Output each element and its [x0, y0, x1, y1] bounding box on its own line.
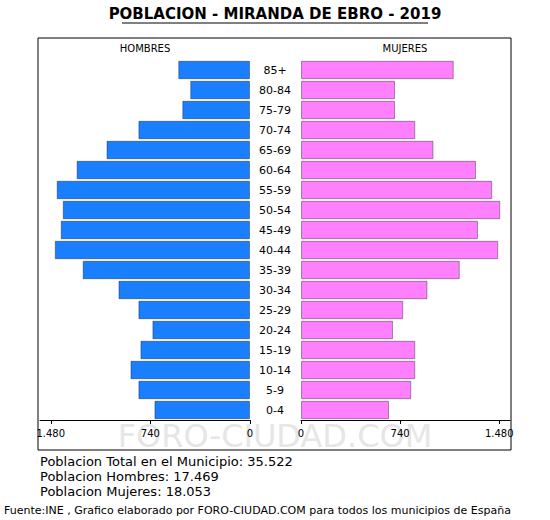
svg-text:740: 740	[141, 428, 160, 439]
svg-text:70-74: 70-74	[259, 124, 291, 137]
svg-text:FORO-CIUDAD.COM: FORO-CIUDAD.COM	[118, 417, 433, 455]
svg-text:30-34: 30-34	[259, 284, 291, 297]
svg-text:0-4: 0-4	[266, 404, 284, 417]
svg-text:740: 740	[391, 428, 410, 439]
svg-text:Poblacion Mujeres: 18.053: Poblacion Mujeres: 18.053	[40, 484, 211, 499]
svg-text:50-54: 50-54	[259, 204, 291, 217]
svg-text:1.480: 1.480	[485, 428, 514, 439]
svg-text:45-49: 45-49	[259, 224, 291, 237]
svg-text:Poblacion Total en el Municipi: Poblacion Total en el Municipio: 35.522	[40, 454, 293, 469]
svg-text:Poblacion Hombres: 17.469: Poblacion Hombres: 17.469	[40, 469, 219, 484]
svg-text:80-84: 80-84	[259, 84, 291, 97]
svg-text:Fuente:INE , Grafico elaborado: Fuente:INE , Grafico elaborado por FORO-…	[4, 504, 511, 517]
svg-text:1.480: 1.480	[36, 428, 65, 439]
svg-text:10-14: 10-14	[259, 364, 291, 377]
svg-text:40-44: 40-44	[259, 244, 291, 257]
svg-text:55-59: 55-59	[259, 184, 291, 197]
svg-text:POBLACION - MIRANDA DE EBRO -: POBLACION - MIRANDA DE EBRO - 2019	[109, 5, 442, 23]
svg-text:25-29: 25-29	[259, 304, 291, 317]
svg-text:20-24: 20-24	[259, 324, 291, 337]
svg-text:0: 0	[298, 428, 304, 439]
svg-text:HOMBRES: HOMBRES	[120, 43, 171, 54]
svg-text:MUJERES: MUJERES	[383, 43, 428, 54]
svg-text:65-69: 65-69	[259, 144, 291, 157]
svg-text:75-79: 75-79	[259, 104, 291, 117]
svg-text:0: 0	[247, 428, 253, 439]
svg-text:60-64: 60-64	[259, 164, 291, 177]
svg-text:35-39: 35-39	[259, 264, 291, 277]
svg-text:15-19: 15-19	[259, 344, 291, 357]
svg-text:85+: 85+	[263, 64, 286, 77]
svg-text:5-9: 5-9	[266, 384, 284, 397]
